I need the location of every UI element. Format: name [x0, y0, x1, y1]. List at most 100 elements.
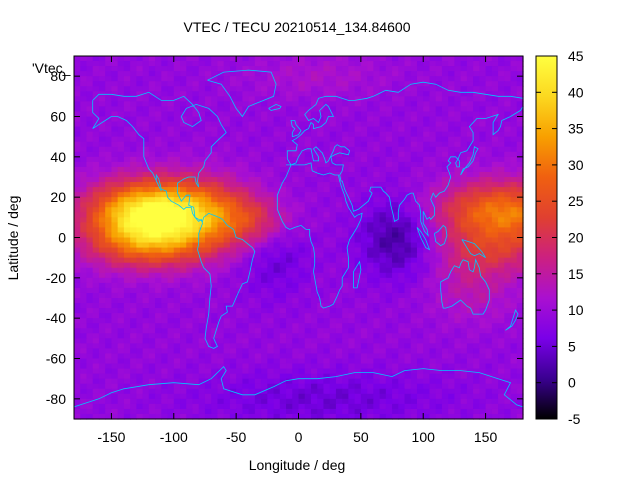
heatmap-cell [136, 162, 143, 168]
heatmap-cell [280, 81, 287, 87]
heatmap-cell [479, 187, 486, 193]
heatmap-cell [448, 369, 455, 375]
heatmap-cell [161, 303, 168, 309]
heatmap-cell [86, 81, 93, 87]
heatmap-cell [367, 369, 374, 375]
heatmap-cell [380, 243, 387, 249]
heatmap-cell [292, 343, 299, 349]
heatmap-cell [255, 303, 262, 309]
heatmap-cell [174, 278, 181, 284]
heatmap-cell [174, 308, 181, 314]
heatmap-cell [361, 207, 368, 213]
heatmap-cell [255, 227, 262, 233]
heatmap-cell [261, 187, 268, 193]
heatmap-cell [292, 197, 299, 203]
heatmap-cell [261, 364, 268, 370]
heatmap-cell [192, 227, 199, 233]
heatmap-cell [143, 399, 150, 405]
heatmap-cell [479, 379, 486, 385]
heatmap-cell [74, 117, 81, 123]
heatmap-cell [461, 177, 468, 183]
heatmap-cell [299, 333, 306, 339]
heatmap-cell [448, 96, 455, 102]
heatmap-cell [411, 86, 418, 92]
heatmap-cell [292, 147, 299, 153]
heatmap-cell [205, 207, 212, 213]
heatmap-cell [93, 353, 100, 359]
heatmap-cell [473, 394, 480, 400]
heatmap-cell [467, 81, 474, 87]
heatmap-cell [442, 258, 449, 264]
heatmap-cell [392, 384, 399, 390]
heatmap-cell [511, 273, 518, 279]
heatmap-cell [292, 333, 299, 339]
heatmap-cell [261, 212, 268, 218]
heatmap-cell [355, 192, 362, 198]
heatmap-cell [118, 318, 125, 324]
heatmap-cell [130, 278, 137, 284]
heatmap-cell [355, 399, 362, 405]
heatmap-cell [429, 137, 436, 143]
heatmap-cell [317, 192, 324, 198]
heatmap-cell [180, 404, 187, 410]
heatmap-cell [80, 308, 87, 314]
heatmap-cell [192, 364, 199, 370]
heatmap-cell [155, 353, 162, 359]
heatmap-cell [74, 157, 81, 163]
heatmap-cell [386, 172, 393, 178]
heatmap-cell [168, 142, 175, 148]
heatmap-cell [130, 147, 137, 153]
heatmap-cell [74, 263, 81, 269]
heatmap-cell [405, 177, 412, 183]
heatmap-cell [454, 232, 461, 238]
heatmap-cell [199, 177, 206, 183]
heatmap-cell [168, 117, 175, 123]
heatmap-cell [130, 96, 137, 102]
heatmap-cell [199, 283, 206, 289]
heatmap-cell [149, 359, 156, 365]
heatmap-cell [86, 404, 93, 410]
heatmap-cell [124, 96, 131, 102]
heatmap-cell [442, 217, 449, 223]
heatmap-cell [411, 217, 418, 223]
heatmap-cell [479, 283, 486, 289]
heatmap-cell [429, 76, 436, 82]
heatmap-cell [498, 268, 505, 274]
heatmap-cell [180, 263, 187, 269]
heatmap-cell [99, 217, 106, 223]
heatmap-cell [149, 127, 156, 133]
heatmap-cell [236, 207, 243, 213]
heatmap-cell [143, 177, 150, 183]
heatmap-cell [486, 106, 493, 112]
heatmap-cell [136, 217, 143, 223]
heatmap-cell [261, 359, 268, 365]
heatmap-cell [429, 101, 436, 107]
heatmap-cell [286, 111, 293, 117]
heatmap-cell [486, 253, 493, 259]
heatmap-cell [93, 81, 100, 87]
heatmap-cell [174, 212, 181, 218]
heatmap-cell [168, 101, 175, 107]
heatmap-cell [174, 328, 181, 334]
heatmap-cell [342, 288, 349, 294]
heatmap-cell [99, 263, 106, 269]
heatmap-cell [367, 117, 374, 123]
heatmap-cell [280, 91, 287, 97]
heatmap-cell [274, 227, 281, 233]
heatmap-cell [155, 202, 162, 208]
heatmap-cell [504, 182, 511, 188]
heatmap-cell [274, 268, 281, 274]
heatmap-cell [330, 278, 337, 284]
heatmap-cell [261, 303, 268, 309]
heatmap-cell [74, 167, 81, 173]
heatmap-cell [467, 222, 474, 228]
heatmap-cell [336, 122, 343, 128]
heatmap-cell [236, 192, 243, 198]
heatmap-cell [429, 313, 436, 319]
heatmap-cell [118, 66, 125, 72]
heatmap-cell [511, 207, 518, 213]
heatmap-cell [411, 308, 418, 314]
heatmap-cell [405, 308, 412, 314]
heatmap-cell [305, 268, 312, 274]
heatmap-cell [274, 111, 281, 117]
